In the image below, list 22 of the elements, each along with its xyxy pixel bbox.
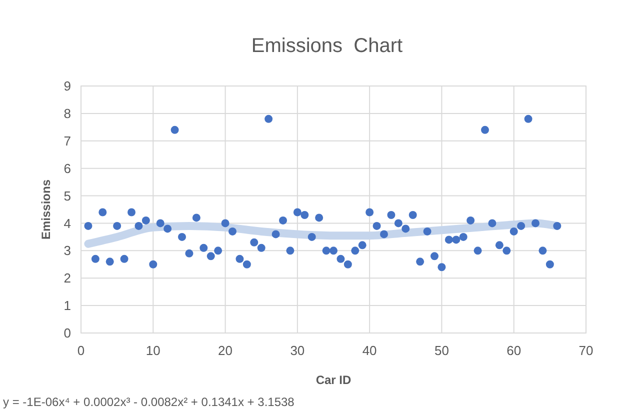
y-tick-label: 7 [64,133,71,148]
x-axis-title: Car ID [316,373,352,387]
y-axis-title: Emissions [39,179,53,240]
y-tick-label: 8 [64,106,71,121]
x-tick-label: 40 [362,343,377,358]
y-tick-label: 0 [64,326,71,341]
y-tick-label: 4 [64,216,71,231]
chart-title: Emissions Chart [251,35,404,57]
y-tick-label: 6 [64,160,71,176]
text: y = -1E-06x⁴ + 0.0002x³ - 0.0082x² + 0.1341x + 3.1538 [3,395,295,409]
x-tick-label: 30 [290,343,305,358]
x-tick-label: 70 [578,343,594,358]
x-tick-label: 60 [506,343,522,358]
y-tick-label: 2 [64,270,71,286]
y-tick-label: 5 [64,188,71,204]
y-tick-label: 9 [64,78,71,94]
x-tick-label: 20 [218,343,233,358]
x-tick-label: 0 [77,343,85,358]
y-tick-label: 1 [64,298,71,314]
x-tick-label: 10 [146,343,160,358]
x-tick-label: 50 [434,343,449,358]
y-tick-label: 3 [64,243,71,258]
